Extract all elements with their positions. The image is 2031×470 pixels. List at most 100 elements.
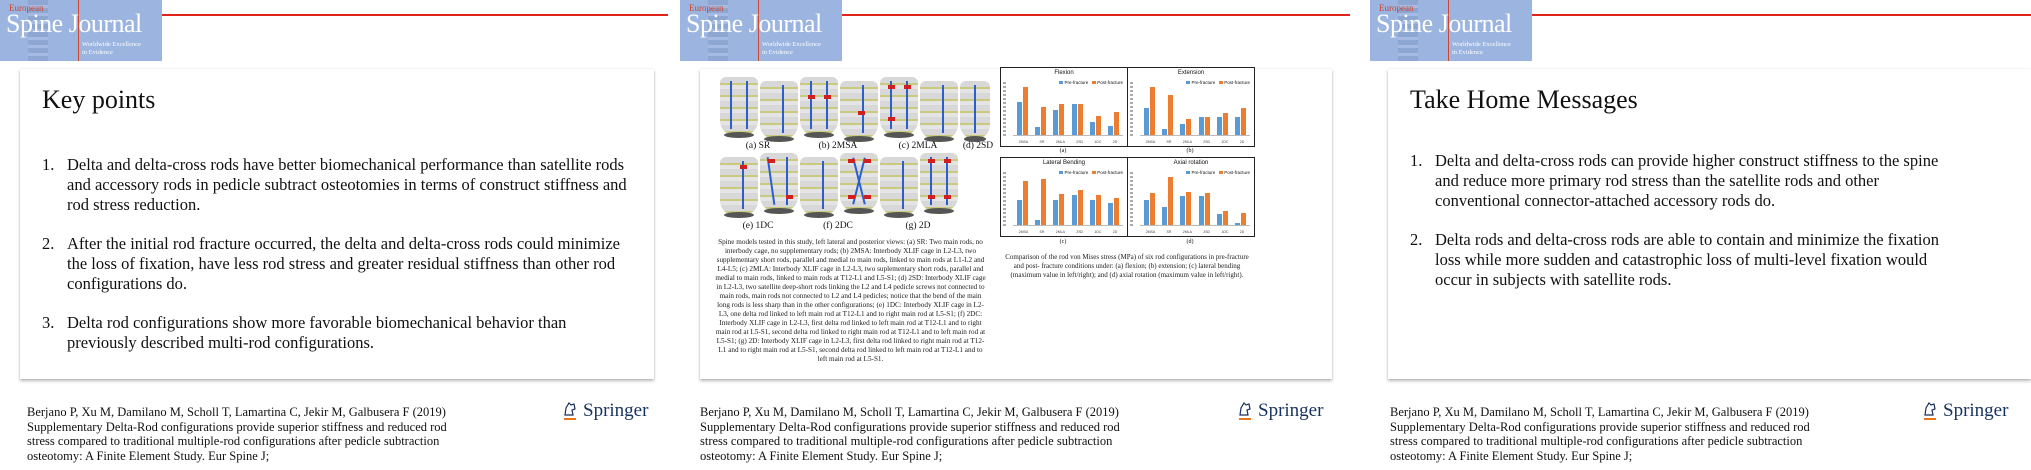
- bar: [1161, 207, 1167, 225]
- bar: [1040, 179, 1046, 225]
- bar: [1180, 195, 1186, 225]
- spine-graphic-icon: [28, 0, 48, 61]
- bar: [1216, 117, 1222, 135]
- springer-horse-icon: [1237, 400, 1253, 422]
- spine-models-grid: (a) SR (b) 2MSA (c) 2MLA (d) 2SD (e) 1DC…: [708, 75, 993, 260]
- slide-take-home: European Spine Journal Worldwide Excelle…: [1370, 0, 2031, 470]
- list-item: 2. After the initial rod fracture occurre…: [42, 234, 620, 293]
- bar-group: [1180, 170, 1192, 225]
- spine-model-image: [720, 77, 758, 138]
- bar-group: [1089, 170, 1101, 225]
- y-axis-label: [1130, 172, 1133, 226]
- chart-title: Lateral Bending: [1042, 160, 1086, 166]
- header-rule: [842, 14, 1350, 16]
- bar: [1059, 104, 1065, 135]
- bar: [1149, 192, 1155, 225]
- bar-group: [1053, 170, 1065, 225]
- bar: [1204, 192, 1210, 225]
- logo-divider: [758, 0, 759, 61]
- journal-logo: European Spine Journal Worldwide Excelle…: [1370, 0, 1532, 61]
- slide-title: Take Home Messages: [1410, 85, 1638, 114]
- bar: [1053, 109, 1059, 135]
- bar: [1167, 176, 1173, 225]
- bar: [1114, 198, 1120, 225]
- plot-area: [1013, 80, 1123, 136]
- bar: [1071, 104, 1077, 135]
- header-rule: [162, 14, 668, 16]
- spine-model-image: [880, 157, 918, 218]
- spine-model-image: [800, 77, 838, 138]
- chart-legend: Pre-fracture Post-fracture: [1059, 80, 1123, 85]
- bar: [1235, 222, 1241, 225]
- bar-group: [1216, 80, 1228, 135]
- bar-group: [1108, 80, 1120, 135]
- x-axis-ticks: 2MSA SR 2MLA 2SD 1DC 2D: [1018, 230, 1118, 234]
- bar: [1034, 126, 1040, 135]
- bar: [1016, 199, 1022, 225]
- bar: [1022, 86, 1028, 135]
- spine-model-image: [840, 81, 878, 142]
- spine-model-image: [760, 153, 798, 214]
- content-card: Take Home Messages 1. Delta and delta-cro…: [1388, 69, 2031, 379]
- bar: [1149, 86, 1155, 135]
- bar: [1167, 95, 1173, 135]
- chart-axial-rotation: Axial rotation Pre-fracture Post-fracture 2…: [1127, 157, 1255, 237]
- bar: [1143, 108, 1149, 135]
- spine-model-image: [840, 153, 878, 214]
- bar: [1095, 195, 1101, 225]
- list-item: 1. Delta and delta-cross rods have better…: [42, 155, 627, 214]
- bar-group: [1071, 170, 1083, 225]
- bar-group: [1180, 80, 1192, 135]
- citation: Berjano P, Xu M, Damilano M, Scholl T, L…: [1390, 405, 1810, 463]
- bar-group: [1198, 80, 1210, 135]
- bar-group: [1053, 80, 1065, 135]
- bar: [1053, 199, 1059, 225]
- bar-group: [1235, 80, 1247, 135]
- chart-extension: Extension Pre-fracture Post-fracture 2MSA SR…: [1127, 67, 1255, 147]
- citation: Berjano P, Xu M, Damilano M, Scholl T, L…: [27, 405, 447, 463]
- springer-horse-icon: [562, 400, 578, 422]
- bar-group: [1235, 170, 1247, 225]
- bar: [1186, 118, 1192, 135]
- list-item: 1. Delta and delta-cross rods can provide…: [1410, 151, 1939, 210]
- bar: [1222, 211, 1228, 225]
- bar: [1071, 195, 1077, 225]
- chart-legend: Pre-fracture Post-fracture: [1186, 170, 1250, 175]
- bar: [1186, 192, 1192, 225]
- bar: [1108, 202, 1114, 225]
- bar: [1095, 115, 1101, 135]
- chart-flexion: Flexion Pre-fracture Post-fracture 2MSA SR 2M…: [1000, 67, 1128, 147]
- springer-horse-icon: [1922, 400, 1938, 422]
- plot-area: [1013, 170, 1123, 226]
- spine-model-image: [720, 157, 758, 218]
- bar-group: [1198, 170, 1210, 225]
- chart-title: Flexion: [1054, 70, 1074, 76]
- chart-legend: Pre-fracture Post-fracture: [1059, 170, 1123, 175]
- take-home-list: 1. Delta and delta-cross rods can provide…: [1410, 151, 1965, 309]
- spine-model-image: [760, 81, 798, 142]
- spine-model-image: [800, 157, 838, 218]
- springer-logo: Springer: [1237, 400, 1323, 422]
- bar-group: [1143, 80, 1155, 135]
- bar: [1180, 124, 1186, 135]
- bar-group: [1071, 80, 1083, 135]
- bar: [1204, 116, 1210, 135]
- figure-caption: Spine models tested in this study, left …: [715, 238, 986, 363]
- logo-european: European: [9, 3, 44, 13]
- logo-divider: [1448, 0, 1449, 61]
- plot-area: [1140, 170, 1250, 226]
- bar: [1198, 116, 1204, 135]
- spine-model-image: [920, 81, 958, 142]
- bar: [1089, 121, 1095, 135]
- bar: [1059, 194, 1065, 225]
- bar-group: [1161, 170, 1173, 225]
- key-points-list: 1. Delta and delta-cross rods have better…: [42, 155, 632, 372]
- bar-group: [1089, 80, 1101, 135]
- y-axis-label: [1003, 82, 1006, 136]
- bar-group: [1108, 170, 1120, 225]
- bar: [1222, 112, 1228, 135]
- bar: [1241, 108, 1247, 135]
- bar-group: [1161, 80, 1173, 135]
- springer-wordmark: Springer: [583, 400, 649, 421]
- spine-model-image: [880, 77, 918, 138]
